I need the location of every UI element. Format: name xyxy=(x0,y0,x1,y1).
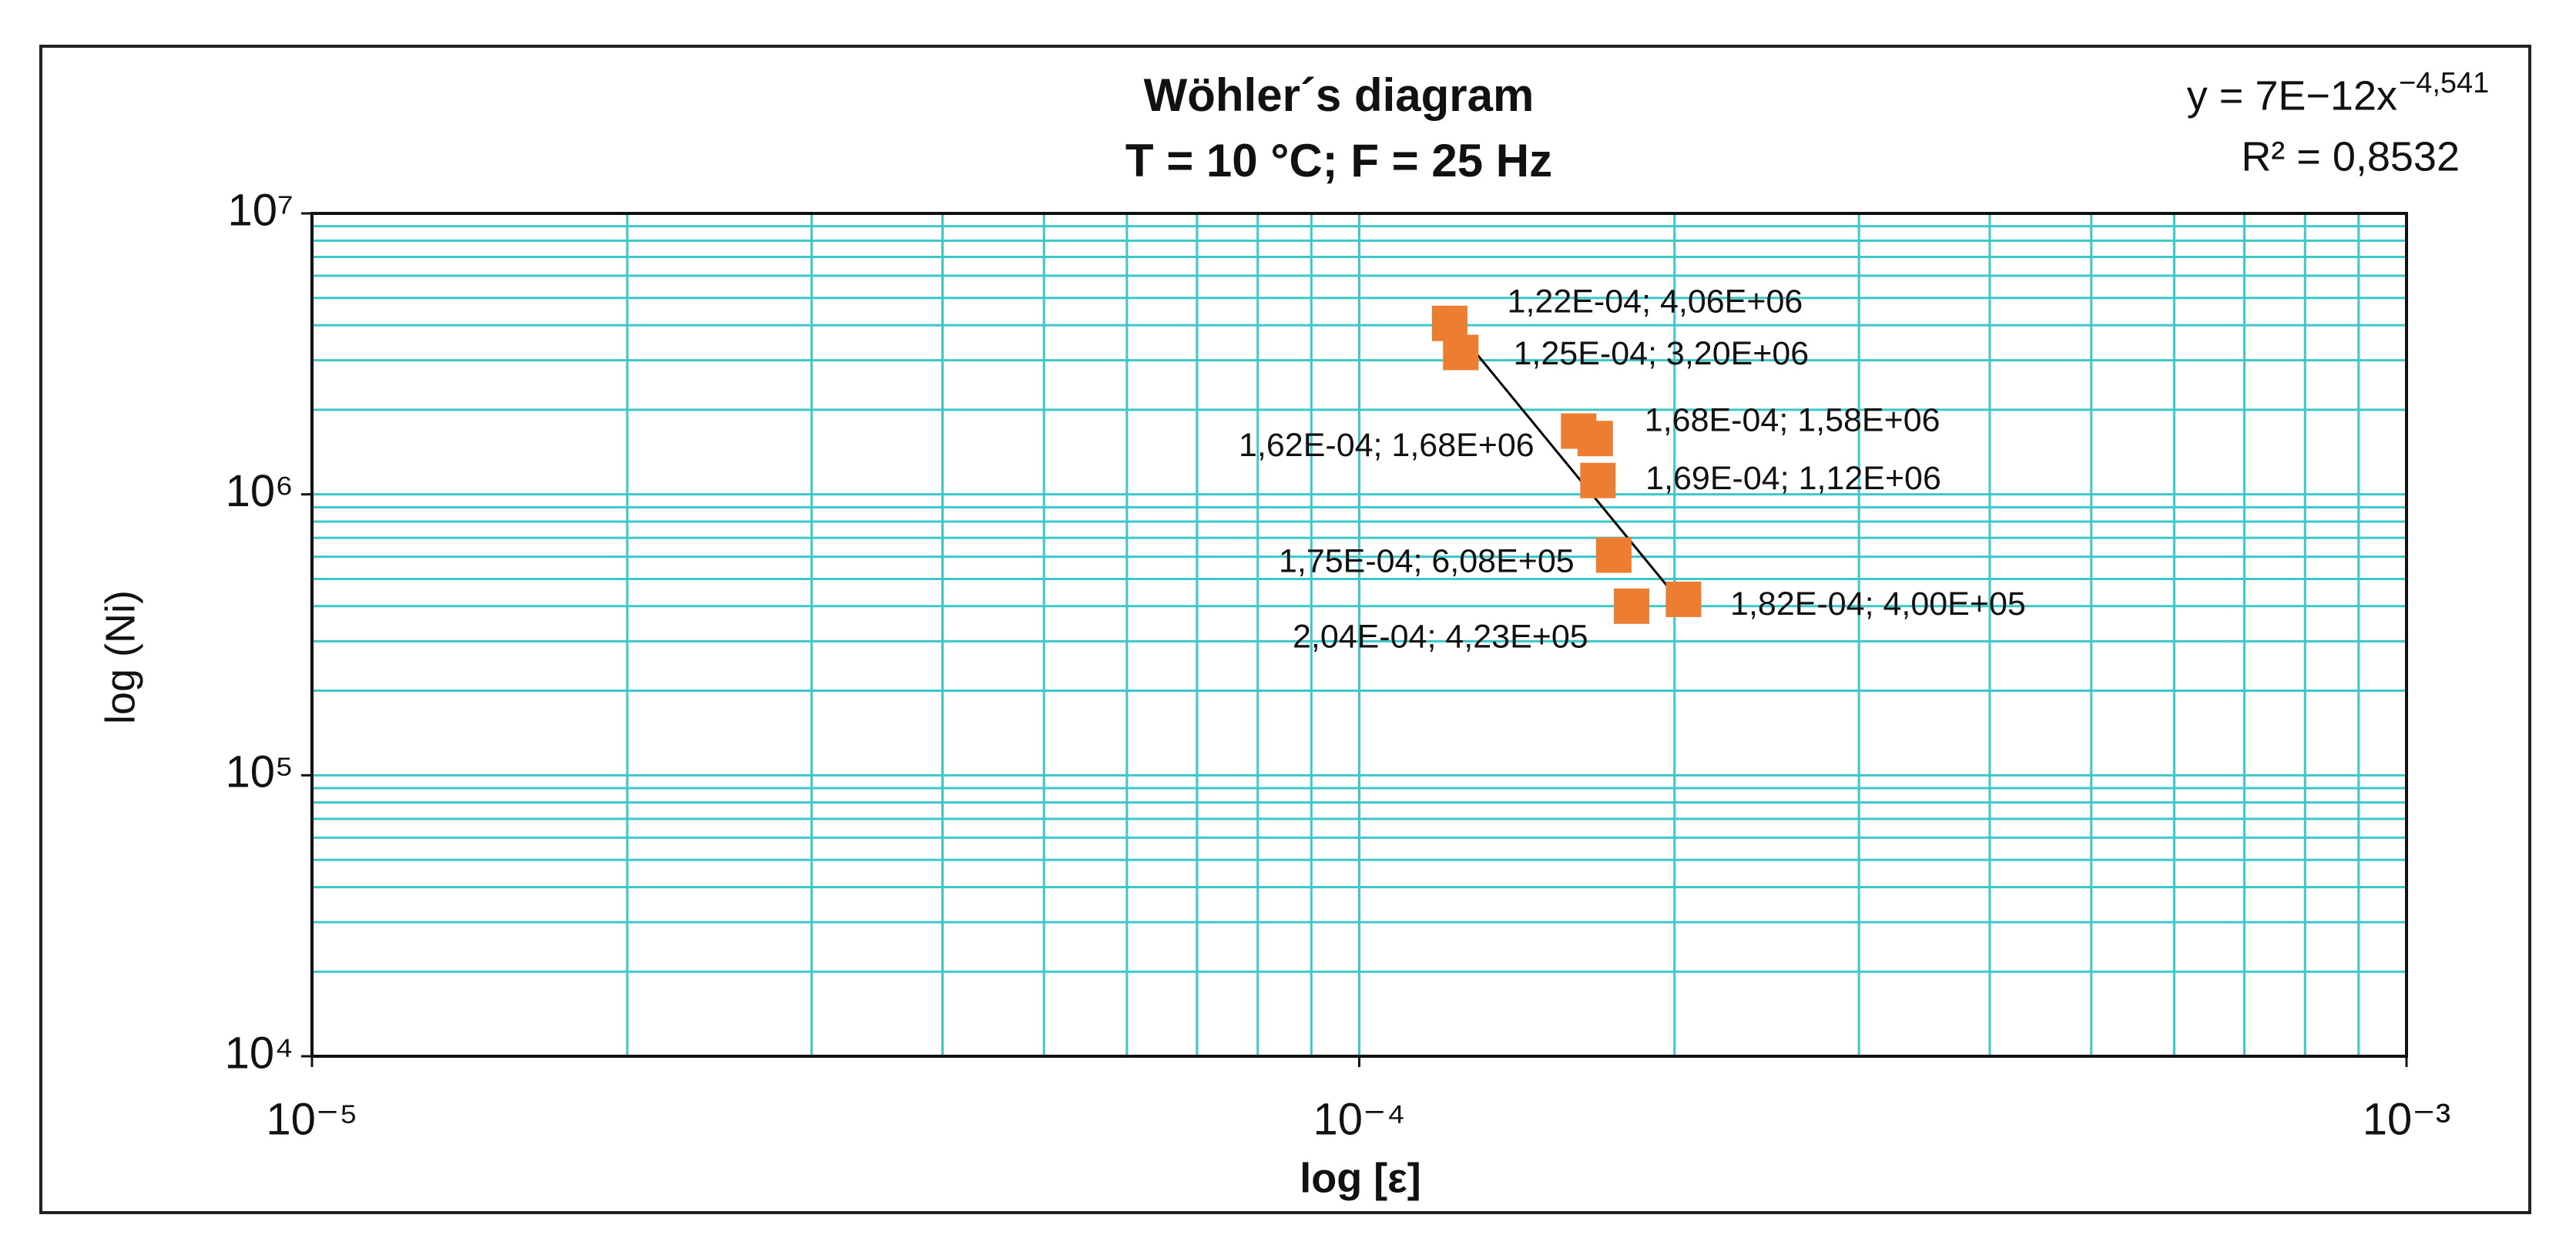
chart-subtitle: T = 10 °C; F = 25 Hz xyxy=(1125,135,1552,186)
data-point xyxy=(1577,421,1613,457)
data-label: 1,68E-04; 1,58E+06 xyxy=(1645,401,1940,438)
y-axis-label: log (Ni) xyxy=(97,590,143,724)
data-label: 1,75E-04; 6,08E+05 xyxy=(1279,542,1575,579)
trend-exponent: −4,541 xyxy=(2399,67,2489,99)
y-tick-label: 10⁴ xyxy=(225,1028,293,1078)
y-tick-label: 10⁷ xyxy=(228,185,294,235)
data-point xyxy=(1580,462,1616,498)
data-point xyxy=(1443,334,1479,371)
r-squared: R² = 0,8532 xyxy=(2241,133,2460,180)
data-point xyxy=(1595,537,1632,573)
x-axis-label: log [ε] xyxy=(1300,1155,1421,1201)
x-tick-label: 10⁻⁴ xyxy=(1313,1094,1405,1144)
x-tick-label: 10⁻⁵ xyxy=(266,1094,357,1144)
y-tick-label: 10⁵ xyxy=(225,747,293,797)
data-label: 2,04E-04; 4,23E+05 xyxy=(1293,618,1588,655)
data-label: 1,69E-04; 1,12E+06 xyxy=(1645,460,1941,497)
chart-title: Wöhler´s diagram xyxy=(1144,69,1535,121)
data-label: 1,25E-04; 3,20E+06 xyxy=(1514,335,1810,372)
data-label: 1,82E-04; 4,00E+05 xyxy=(1730,586,2026,622)
x-tick-label: 10⁻³ xyxy=(2363,1094,2450,1144)
data-label: 1,22E-04; 4,06E+06 xyxy=(1508,284,1803,320)
plot-frame xyxy=(310,212,2408,1058)
y-tick-label: 10⁶ xyxy=(226,466,293,516)
trendline xyxy=(1448,320,1685,607)
trend-equation: y = 7E−12x xyxy=(2187,72,2397,119)
data-label: 1,62E-04; 1,68E+06 xyxy=(1239,427,1535,464)
data-point xyxy=(1614,588,1650,624)
data-point xyxy=(1665,581,1702,617)
